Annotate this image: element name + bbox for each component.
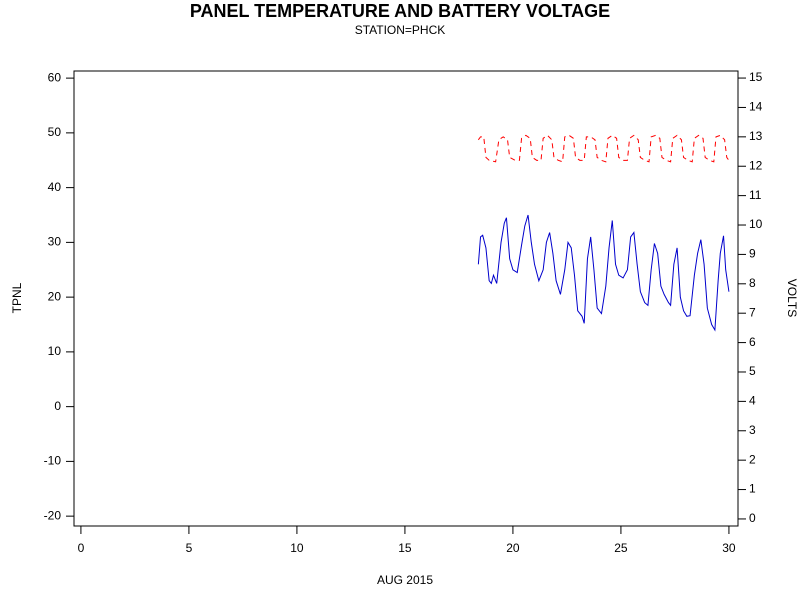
y-tick-label: 40 xyxy=(48,180,62,194)
y2-tick-label: 6 xyxy=(749,335,756,349)
x-tick-label: 15 xyxy=(398,541,412,555)
y2-tick-label: 9 xyxy=(749,247,756,261)
chart-subtitle: STATION=PHCK xyxy=(355,23,446,37)
y2-tick-label: 4 xyxy=(749,394,756,408)
x-tick-label: 0 xyxy=(78,541,85,555)
chart-title: PANEL TEMPERATURE AND BATTERY VOLTAGE xyxy=(190,1,610,21)
y-tick-label: 10 xyxy=(48,344,62,358)
y-tick-label: 0 xyxy=(54,399,61,413)
y-tick-label: -10 xyxy=(44,454,62,468)
x-tick-label: 5 xyxy=(186,541,193,555)
y2-tick-label: 1 xyxy=(749,482,756,496)
series-line xyxy=(477,134,730,163)
y-tick-label: 50 xyxy=(48,125,62,139)
y2-axis-label: VOLTS xyxy=(785,279,799,317)
x-axis-label: AUG 2015 xyxy=(377,573,433,587)
y2-tick-label: 10 xyxy=(749,217,763,231)
x-tick-label: 25 xyxy=(614,541,628,555)
plot-frame xyxy=(73,70,739,527)
y2-tick-label: 12 xyxy=(749,158,763,172)
y2-tick-label: 14 xyxy=(749,100,763,114)
y2-tick-label: 0 xyxy=(749,511,756,525)
y-tick-label: 60 xyxy=(48,70,62,84)
x-tick-label: 10 xyxy=(290,541,304,555)
y2-tick-label: 8 xyxy=(749,276,756,290)
series-line xyxy=(477,214,730,332)
x-tick-label: 20 xyxy=(506,541,520,555)
y2-tick-label: 3 xyxy=(749,423,756,437)
y-tick-label: 30 xyxy=(48,235,62,249)
x-tick-label: 30 xyxy=(722,541,736,555)
y2-tick-label: 15 xyxy=(749,70,763,84)
y2-tick-label: 11 xyxy=(749,188,762,202)
y2-tick-label: 7 xyxy=(749,305,756,319)
y2-tick-label: 2 xyxy=(749,452,756,466)
y-tick-label: 20 xyxy=(48,289,62,303)
y2-tick-label: 5 xyxy=(749,364,756,378)
y-axis-label: TPNL xyxy=(10,282,24,313)
y-tick-label: -20 xyxy=(44,508,62,522)
y2-tick-label: 13 xyxy=(749,129,763,143)
